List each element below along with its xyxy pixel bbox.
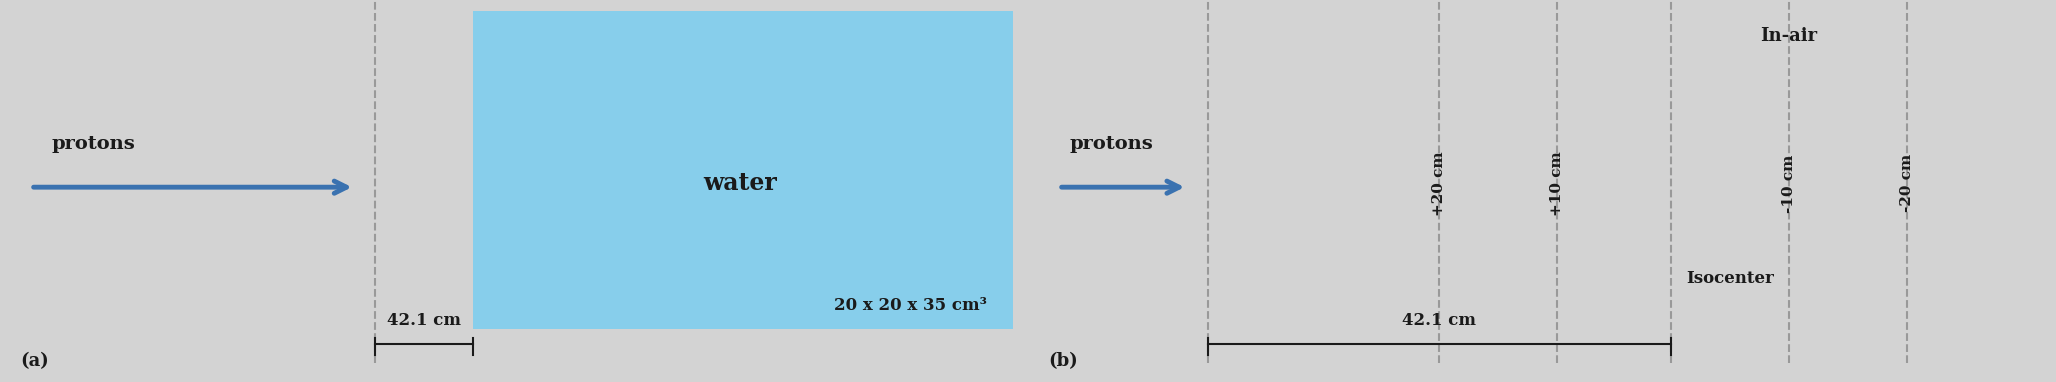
Bar — [473, 11, 1012, 329]
Text: 42.1 cm: 42.1 cm — [1402, 311, 1476, 329]
Text: In-air: In-air — [1760, 27, 1818, 45]
Text: 42.1 cm: 42.1 cm — [387, 311, 461, 329]
Text: +10 cm: +10 cm — [1550, 151, 1565, 216]
Text: (a): (a) — [21, 353, 49, 371]
Text: protons: protons — [51, 135, 136, 153]
Text: water: water — [703, 172, 777, 195]
Text: (b): (b) — [1049, 353, 1077, 371]
Text: 20 x 20 x 35 cm³: 20 x 20 x 35 cm³ — [835, 297, 987, 314]
Text: +20 cm: +20 cm — [1433, 151, 1445, 216]
Text: -10 cm: -10 cm — [1783, 154, 1795, 212]
Text: -20 cm: -20 cm — [1900, 154, 1914, 212]
Text: protons: protons — [1069, 135, 1153, 153]
Text: Isocenter: Isocenter — [1686, 270, 1774, 287]
